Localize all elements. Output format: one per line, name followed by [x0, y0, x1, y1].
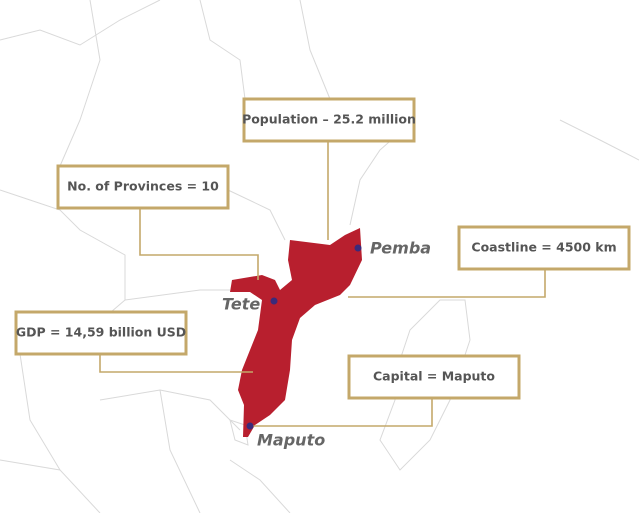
leader-line [348, 269, 546, 298]
callout-label: No. of Provinces = 10 [67, 179, 219, 194]
leader-line [99, 354, 253, 373]
callout-label: GDP = 14,59 billion USD [16, 325, 186, 340]
city-dot [246, 422, 254, 430]
callout-label: Capital = Maputo [373, 369, 495, 384]
leader-line [253, 398, 433, 427]
city-dot [270, 297, 278, 305]
callout-box [242, 97, 416, 143]
leader-line [139, 208, 259, 280]
callout-label: Population – 25.2 million [242, 112, 416, 127]
callout-box [56, 164, 230, 210]
callout-box [347, 354, 521, 400]
mozambique [230, 228, 362, 437]
city-dot [354, 244, 362, 252]
city-label: Tete [222, 295, 260, 314]
callout-label: Coastline = 4500 km [471, 240, 616, 255]
city-label: Maputo [257, 431, 325, 450]
city-label: Pemba [370, 239, 431, 258]
callout-box [457, 225, 631, 271]
callout-box [14, 310, 188, 356]
